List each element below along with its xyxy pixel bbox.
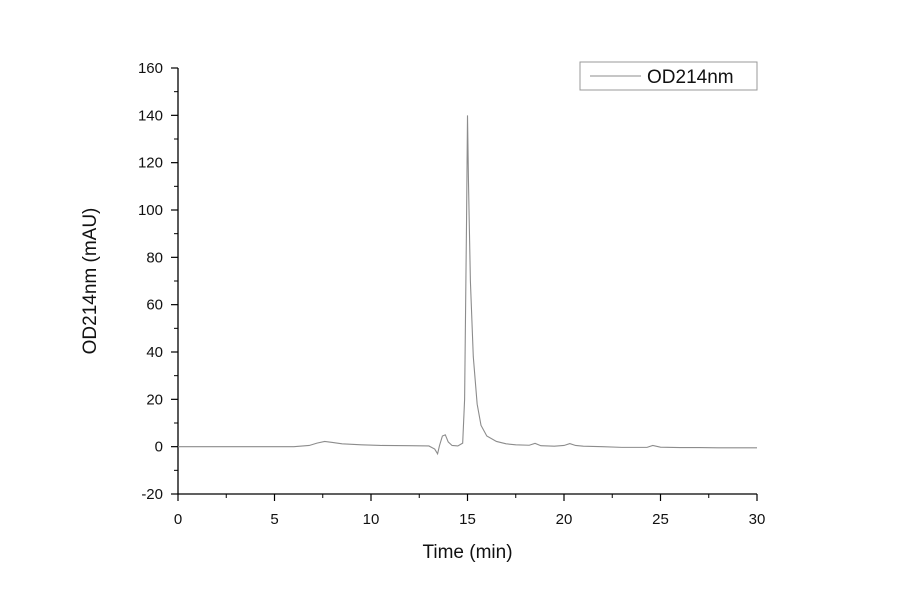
- y-axis-title: OD214nm (mAU): [80, 208, 101, 355]
- y-tick-label: 160: [138, 60, 163, 77]
- x-tick-label: 20: [556, 511, 573, 528]
- y-tick-label: 100: [138, 202, 163, 219]
- legend-label: OD214nm: [647, 67, 734, 88]
- y-tick-label: 80: [146, 249, 163, 266]
- legend: OD214nm: [579, 61, 758, 91]
- y-tick-label: 120: [138, 155, 163, 172]
- y-axis-ticks: -20 0 20 40 60 80 100 120 140 160: [138, 60, 178, 503]
- x-tick-label: 25: [652, 511, 669, 528]
- y-tick-label: 60: [146, 297, 163, 314]
- y-tick-label: 20: [146, 391, 163, 408]
- x-tick-label: 30: [749, 511, 766, 528]
- x-tick-label: 15: [459, 511, 476, 528]
- x-tick-label: 5: [270, 511, 278, 528]
- series-line-od214nm: [178, 115, 757, 456]
- y-tick-label: -20: [141, 486, 163, 503]
- y-tick-label: 140: [138, 107, 163, 124]
- y-tick-label: 40: [146, 344, 163, 361]
- x-tick-label: 0: [174, 511, 182, 528]
- x-tick-label: 10: [363, 511, 380, 528]
- y-tick-label: 0: [155, 439, 163, 456]
- x-axis-ticks: 0 5 10 15 20 25 30: [174, 494, 766, 528]
- plot-area: 0 5 10 15 20 25 30 -20 0 20 40 60 80 100 120 140 160: [138, 60, 765, 528]
- x-axis-title: Time (min): [422, 542, 512, 563]
